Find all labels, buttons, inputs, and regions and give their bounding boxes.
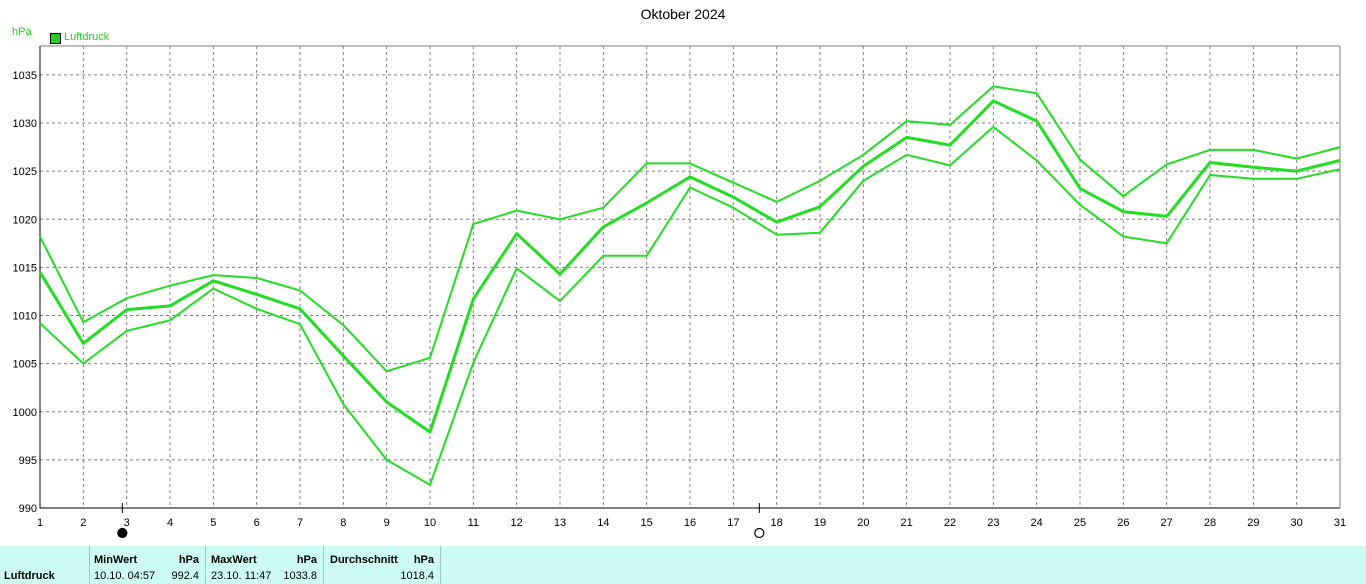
y-tick-label: 990 bbox=[19, 503, 37, 515]
stats-bar: Luftdruck MinWert hPa 10.10. 04:57 992.4… bbox=[0, 546, 1366, 584]
moon-phase-markers bbox=[117, 503, 765, 539]
x-tick-label: 15 bbox=[641, 517, 653, 529]
max-time: 23.10. 11:47 bbox=[211, 570, 272, 582]
x-tick-label: 7 bbox=[297, 517, 303, 529]
grid bbox=[39, 45, 1341, 509]
y-tick-labels: 990 995 1000 1005 1010 1015 1020 1025 1030 1035 bbox=[13, 70, 37, 515]
x-tick-label: 2 bbox=[80, 517, 86, 529]
x-tick-label: 19 bbox=[814, 517, 826, 529]
x-tick-label: 13 bbox=[554, 517, 566, 529]
y-tick-label: 1010 bbox=[13, 311, 37, 323]
legend-label: Luftdruck bbox=[64, 31, 110, 43]
x-tick-label: 28 bbox=[1204, 517, 1216, 529]
x-tick-label: 9 bbox=[384, 517, 390, 529]
full-moon-icon bbox=[754, 527, 765, 539]
x-tick-label: 23 bbox=[987, 517, 999, 529]
y-tick-label: 1000 bbox=[13, 407, 37, 419]
stats-label-cell: Luftdruck bbox=[0, 546, 90, 584]
x-tick-label: 4 bbox=[167, 517, 173, 529]
x-tick-label: 20 bbox=[857, 517, 869, 529]
x-tick-label: 27 bbox=[1161, 517, 1173, 529]
x-tick-label: 5 bbox=[210, 517, 216, 529]
x-tick-label: 8 bbox=[340, 517, 346, 529]
new-moon-icon bbox=[117, 527, 128, 539]
series-line-mean bbox=[38, 99, 1341, 434]
stats-row-label: Luftdruck bbox=[4, 570, 55, 582]
x-tick-label: 24 bbox=[1031, 517, 1043, 529]
min-header: MinWert bbox=[94, 554, 138, 566]
y-tick-label: 1025 bbox=[13, 166, 37, 178]
legend-swatch bbox=[50, 33, 61, 44]
x-tick-label: 6 bbox=[254, 517, 260, 529]
min-time: 10.10. 04:57 bbox=[94, 570, 156, 582]
x-tick-label: 10 bbox=[424, 517, 436, 529]
chart-title: Oktober 2024 bbox=[640, 6, 726, 22]
x-tick-label: 16 bbox=[684, 517, 696, 529]
avg-unit: hPa bbox=[413, 554, 434, 566]
max-value: 1033.8 bbox=[283, 570, 317, 582]
x-tick-label: 22 bbox=[944, 517, 956, 529]
x-tick-label: 17 bbox=[727, 517, 739, 529]
y-axis-unit: hPa bbox=[12, 26, 32, 38]
series-line-min bbox=[39, 125, 1341, 486]
x-tick-label: 11 bbox=[468, 517, 479, 529]
x-tick-label: 12 bbox=[511, 517, 523, 529]
y-tick-label: 1015 bbox=[13, 262, 37, 274]
x-tick-label: 29 bbox=[1247, 517, 1259, 529]
y-tick-label: 1005 bbox=[13, 359, 37, 371]
stats-avg-cell: Durchschnitt hPa 1018.4 bbox=[323, 546, 441, 584]
avg-header: Durchschnitt bbox=[330, 554, 398, 566]
y-tick-label: 1020 bbox=[13, 214, 37, 226]
stats-max-cell: MaxWert hPa 23.10. 11:47 1033.8 bbox=[205, 546, 324, 584]
max-header: MaxWert bbox=[211, 554, 257, 566]
x-tick-label: 31 bbox=[1334, 517, 1346, 529]
x-tick-labels: 1 2 3 4 5 6 7 8 9 10 11 12 13 14 15 16 17 18 19 20 21 22 23 24 2… bbox=[37, 517, 1346, 529]
min-value: 992.4 bbox=[171, 570, 199, 582]
x-tick-label: 21 bbox=[901, 517, 913, 529]
x-tick-label: 14 bbox=[597, 517, 609, 529]
min-unit: hPa bbox=[178, 554, 199, 566]
y-tick-label: 1035 bbox=[13, 70, 37, 82]
series-line-max bbox=[39, 85, 1341, 373]
x-tick-label: 18 bbox=[771, 517, 783, 529]
x-tick-label: 3 bbox=[124, 517, 130, 529]
x-tick-label: 30 bbox=[1291, 517, 1303, 529]
max-unit: hPa bbox=[296, 554, 317, 566]
stats-min-cell: MinWert hPa 10.10. 04:57 992.4 bbox=[89, 546, 206, 584]
avg-value: 1018.4 bbox=[400, 570, 434, 582]
x-tick-label: 26 bbox=[1117, 517, 1129, 529]
series-lines bbox=[38, 85, 1341, 486]
y-tick-label: 1030 bbox=[13, 118, 37, 130]
x-tick-label: 25 bbox=[1074, 517, 1086, 529]
y-tick-label: 995 bbox=[19, 455, 37, 467]
x-tick-label: 1 bbox=[37, 517, 43, 529]
